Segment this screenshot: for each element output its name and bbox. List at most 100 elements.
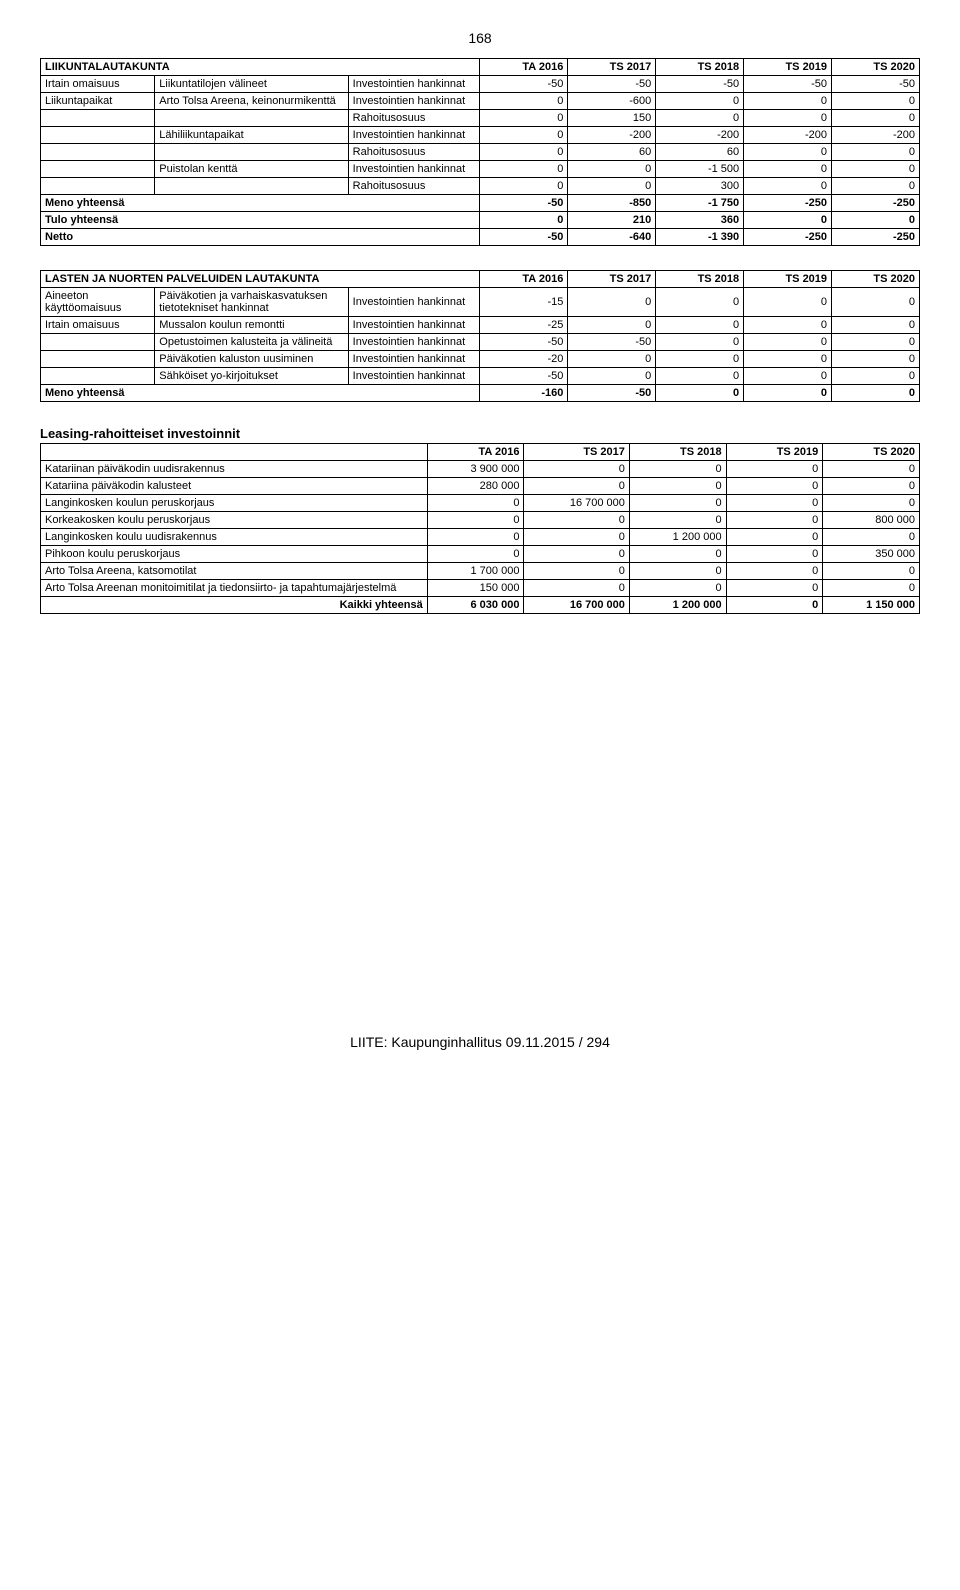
row-val: 0	[744, 93, 832, 110]
empty-cell	[41, 444, 428, 461]
leasing-val: 350 000	[823, 546, 920, 563]
row-val: 0	[744, 161, 832, 178]
row-val: 0	[832, 93, 920, 110]
row-c2	[155, 144, 348, 161]
row-val: -50	[744, 76, 832, 93]
row-val: -200	[656, 127, 744, 144]
col-header: TS 2018	[656, 59, 744, 76]
leasing-val: 0	[726, 580, 823, 597]
leasing-val: 0	[629, 512, 726, 529]
leasing-row-label: Arto Tolsa Areenan monitoimitilat ja tie…	[41, 580, 428, 597]
leasing-val: 0	[629, 546, 726, 563]
row-val: 0	[832, 178, 920, 195]
row-c1	[41, 351, 155, 368]
row-val: 0	[656, 334, 744, 351]
leasing-row-label: Langinkosken koulun peruskorjaus	[41, 495, 428, 512]
row-val: 0	[744, 178, 832, 195]
row-c1: Aineeton käyttöomaisuus	[41, 288, 155, 317]
row-val: 0	[480, 161, 568, 178]
row-val: 0	[480, 178, 568, 195]
row-val: 0	[568, 288, 656, 317]
row-val: 0	[744, 351, 832, 368]
row-c1	[41, 144, 155, 161]
col-header: TS 2018	[656, 271, 744, 288]
total-val: -250	[832, 229, 920, 246]
col-header: TS 2018	[629, 444, 726, 461]
row-c2: Puistolan kenttä	[155, 161, 348, 178]
total-val: -640	[568, 229, 656, 246]
leasing-row-label: Pihkoon koulu peruskorjaus	[41, 546, 428, 563]
total-val: 0	[480, 212, 568, 229]
total-val: 0	[656, 385, 744, 402]
row-val: 0	[832, 161, 920, 178]
leasing-val: 3 900 000	[427, 461, 524, 478]
row-c2: Opetustoimen kalusteita ja välineitä	[155, 334, 348, 351]
row-val: 0	[568, 351, 656, 368]
row-val: -50	[568, 334, 656, 351]
leasing-val: 1 200 000	[629, 529, 726, 546]
leasing-val: 0	[726, 512, 823, 529]
leasing-val: 0	[524, 478, 629, 495]
col-header: TS 2020	[832, 271, 920, 288]
leasing-val: 0	[524, 546, 629, 563]
table-leasing: TA 2016 TS 2017 TS 2018 TS 2019 TS 2020 …	[40, 443, 920, 614]
row-val: 0	[832, 351, 920, 368]
row-val: 0	[480, 110, 568, 127]
col-header: TS 2020	[832, 59, 920, 76]
col-header: TA 2016	[480, 59, 568, 76]
leasing-val: 16 700 000	[524, 495, 629, 512]
page-footer: LIITE: Kaupunginhallitus 09.11.2015 / 29…	[40, 1034, 920, 1050]
total-val: -160	[480, 385, 568, 402]
leasing-val: 0	[524, 563, 629, 580]
row-c2: Lähiliikuntapaikat	[155, 127, 348, 144]
leasing-val: 0	[726, 461, 823, 478]
total-label: Meno yhteensä	[41, 385, 480, 402]
row-val: -200	[568, 127, 656, 144]
leasing-val: 0	[823, 478, 920, 495]
col-header: TS 2019	[744, 271, 832, 288]
table-liikuntalautakunta: LIIKUNTALAUTAKUNTA TA 2016 TS 2017 TS 20…	[40, 58, 920, 246]
row-val: -50	[832, 76, 920, 93]
row-c3: Investointien hankinnat	[348, 351, 480, 368]
total-val: 0	[744, 212, 832, 229]
total-val: -1 750	[656, 195, 744, 212]
leasing-val: 280 000	[427, 478, 524, 495]
total-val: -50	[480, 195, 568, 212]
leasing-row-label: Arto Tolsa Areena, katsomotilat	[41, 563, 428, 580]
total-val: -1 390	[656, 229, 744, 246]
leasing-total-val: 16 700 000	[524, 597, 629, 614]
leasing-val: 0	[823, 495, 920, 512]
row-c2: Päiväkotien ja varhaiskasvatuksen tietot…	[155, 288, 348, 317]
row-c3: Investointien hankinnat	[348, 76, 480, 93]
row-c1	[41, 110, 155, 127]
leasing-val: 0	[427, 529, 524, 546]
col-header: TS 2017	[568, 271, 656, 288]
row-val: -15	[480, 288, 568, 317]
total-val: -250	[744, 229, 832, 246]
leasing-val: 150 000	[427, 580, 524, 597]
leasing-val: 0	[823, 563, 920, 580]
row-val: -25	[480, 317, 568, 334]
row-val: 0	[832, 317, 920, 334]
row-c1	[41, 334, 155, 351]
leasing-val: 1 700 000	[427, 563, 524, 580]
col-header: TS 2020	[823, 444, 920, 461]
row-c1: Irtain omaisuus	[41, 317, 155, 334]
leasing-total-val: 1 150 000	[823, 597, 920, 614]
total-val: 0	[832, 385, 920, 402]
leasing-heading: Leasing-rahoitteiset investoinnit	[40, 426, 920, 441]
leasing-val: 0	[427, 495, 524, 512]
row-val: -50	[480, 368, 568, 385]
leasing-val: 0	[524, 461, 629, 478]
row-c1: Liikuntapaikat	[41, 93, 155, 110]
leasing-val: 0	[823, 529, 920, 546]
leasing-val: 0	[726, 478, 823, 495]
row-val: 60	[568, 144, 656, 161]
row-val: -50	[480, 76, 568, 93]
row-val: 0	[744, 368, 832, 385]
row-val: 0	[656, 288, 744, 317]
row-val: 0	[832, 334, 920, 351]
total-val: -250	[832, 195, 920, 212]
row-val: 0	[744, 144, 832, 161]
leasing-total-val: 0	[726, 597, 823, 614]
